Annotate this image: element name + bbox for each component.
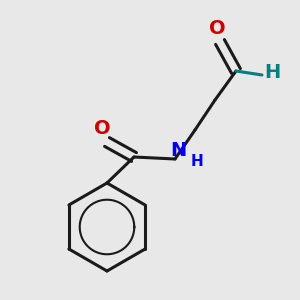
Text: H: H [190, 154, 203, 169]
Text: O: O [94, 118, 110, 137]
Text: N: N [170, 140, 186, 160]
Text: H: H [264, 62, 280, 82]
Text: O: O [209, 19, 225, 38]
